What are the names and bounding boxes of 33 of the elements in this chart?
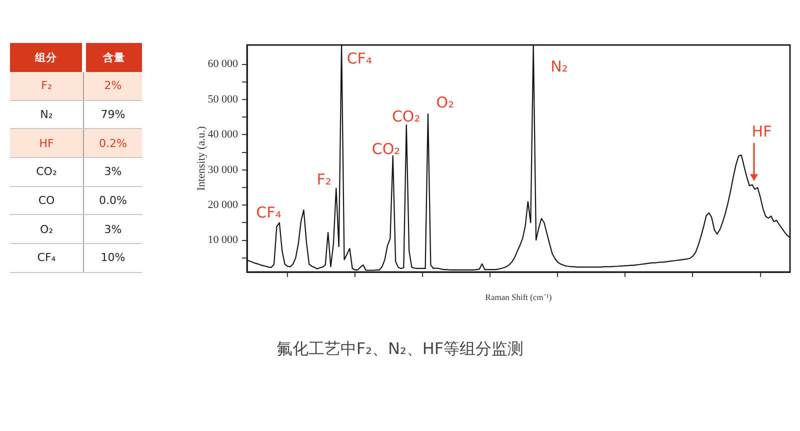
category-label: CF₄ (37, 251, 56, 264)
annotation: CO₂ (392, 108, 420, 126)
x-axis-title: Raman Shift (cm⁻¹) (485, 292, 552, 302)
annotation: F₂ (316, 170, 332, 188)
category-label: HF (39, 136, 54, 150)
category-label: O₂ (40, 222, 54, 236)
category-label: F₂ (41, 79, 52, 92)
text: 组分 (10, 43, 82, 72)
y-tick-label: 10 000 (208, 234, 238, 246)
text: 氟化工艺中F₂、N₂、HF等组分监测 (275, 339, 525, 360)
data-label: 10% (100, 251, 126, 264)
data-label: 79% (100, 108, 126, 122)
annotation: CO₂ (372, 140, 400, 158)
data-label: 3% (104, 165, 122, 178)
data-label: 3% (104, 222, 122, 236)
annotation: CF₄ (256, 204, 282, 222)
data-label: 0.0% (99, 194, 127, 208)
data-label: 0.2% (99, 136, 127, 150)
annotation: CF₄ (346, 50, 372, 68)
data-label: 2% (104, 79, 122, 92)
annotation: O₂ (436, 94, 454, 112)
y-tick-label: 30 000 (208, 164, 238, 176)
category-label: CO (38, 194, 55, 208)
category-label: CO₂ (36, 165, 57, 178)
y-tick-label: 50 000 (208, 93, 238, 106)
text: 含量 (86, 43, 142, 72)
y-tick-label: 40 000 (208, 128, 238, 141)
annotation: N₂ (550, 58, 568, 76)
y-axis-title: Intensity (a.u.) (195, 126, 208, 191)
annotation: HF (752, 122, 772, 141)
y-tick-label: 20 000 (208, 199, 238, 212)
category-label: N₂ (40, 108, 53, 122)
y-tick-label: 60 000 (208, 58, 238, 70)
